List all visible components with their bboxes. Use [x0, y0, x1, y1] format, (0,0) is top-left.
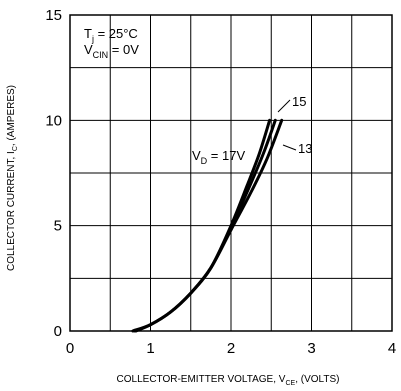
x-tick-label: 1 [146, 340, 154, 357]
y-tick-label: 10 [45, 112, 62, 129]
x-tick-labels: 0 1 2 3 4 [66, 340, 396, 357]
series-label-17v: VD = 17V [192, 148, 245, 166]
leader-15 [277, 99, 291, 113]
leader-13 [282, 144, 297, 151]
y-tick-labels: 0 5 10 15 [45, 7, 62, 340]
x-tick-label: 0 [66, 340, 74, 357]
x-tick-label: 2 [227, 340, 235, 357]
x-tick-label: 4 [388, 340, 396, 357]
y-axis-label: COLLECTOR CURRENT, IC, (AMPERES) [6, 85, 19, 271]
curves [131, 118, 284, 333]
series-label-13: 13 [298, 141, 312, 156]
curve-labels: VD = 17V 15 13 [192, 94, 312, 166]
y-tick-label: 5 [54, 218, 62, 235]
series-label-15: 15 [292, 94, 306, 109]
y-tick-label: 0 [54, 323, 62, 340]
series-line-13 [134, 118, 284, 333]
condition-vcin: VCIN = 0V [84, 42, 139, 60]
x-axis-label: COLLECTOR-EMITTER VOLTAGE, VCE, (VOLTS) [117, 374, 340, 387]
conditions-box: Tj = 25°C VCIN = 0V [84, 26, 139, 60]
y-tick-label: 15 [45, 7, 62, 24]
condition-temperature: Tj = 25°C [84, 26, 138, 44]
grid [69, 14, 393, 332]
plot-frame [69, 14, 393, 332]
x-tick-label: 3 [307, 340, 315, 357]
